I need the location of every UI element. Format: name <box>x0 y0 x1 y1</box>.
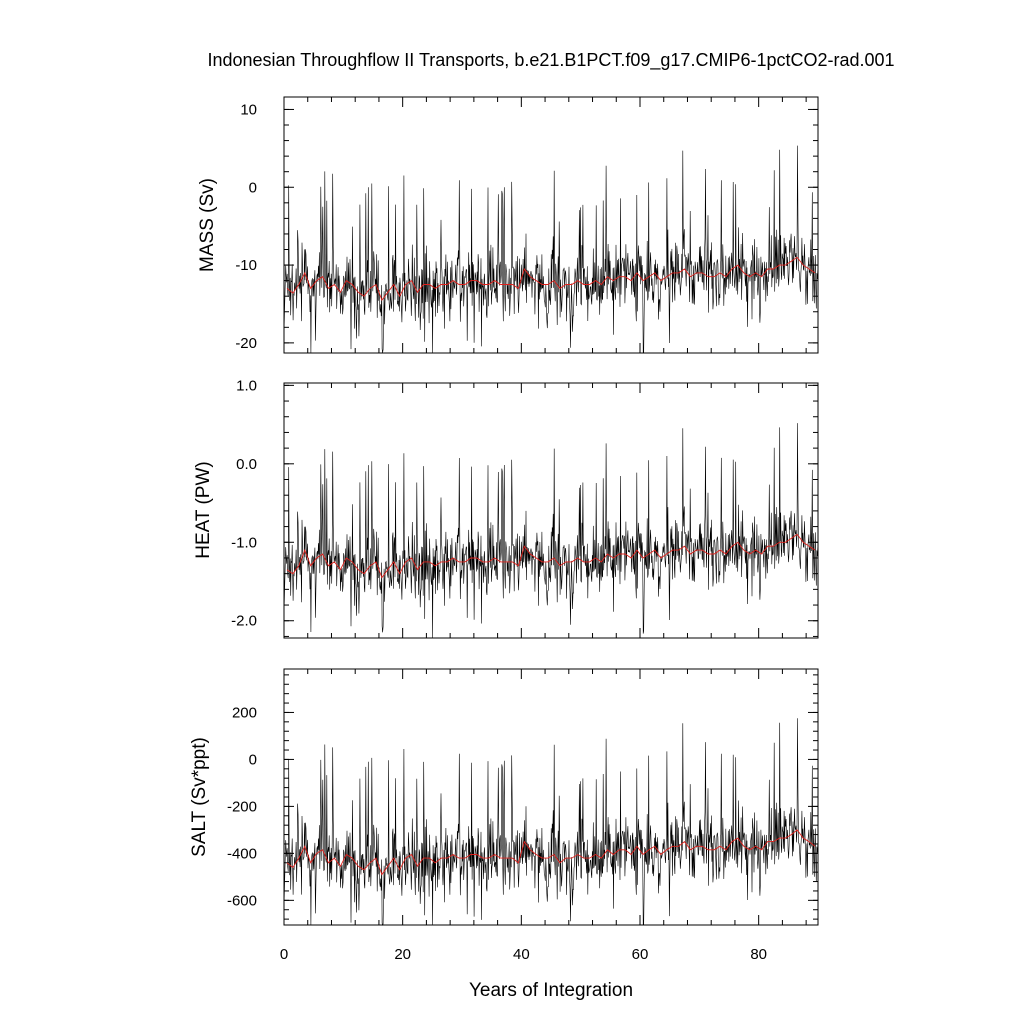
heat-plot-frame <box>283 382 819 639</box>
mass-plot-frame <box>283 96 819 354</box>
salt-plot-frame <box>283 668 819 926</box>
x-tick-label: 80 <box>750 946 767 963</box>
salt-ytick-label: -200 <box>227 798 257 815</box>
heat-ytick-label: -2.0 <box>231 613 257 630</box>
mass-panel: MASS (Sv) 10 0 -10 -20 <box>197 96 819 354</box>
x-tick-label: 60 <box>632 946 649 963</box>
heat-monthly-series <box>283 423 819 638</box>
heat-annual-mean-series <box>286 533 816 579</box>
heat-ytick-label: 1.0 <box>236 377 257 394</box>
x-axis-ticks: 0 20 40 60 80 <box>280 946 767 963</box>
salt-annual-mean-series <box>286 829 816 876</box>
mass-ytick-label: 0 <box>249 179 257 196</box>
mass-axis-label: MASS (Sv) <box>197 178 218 272</box>
salt-ytick-label: 0 <box>249 751 257 768</box>
heat-axis-label: HEAT (PW) <box>193 461 214 558</box>
heat-panel: HEAT (PW) 1.0 0.0 -1.0 -2.0 <box>193 377 819 639</box>
salt-panel: SALT (Sv*ppt) 200 0 -200 -400 -600 <box>189 668 819 926</box>
salt-ytick-label: -600 <box>227 892 257 909</box>
mass-annual-mean-series <box>286 256 816 302</box>
x-tick-label: 20 <box>394 946 411 963</box>
mass-monthly-series <box>283 145 819 354</box>
salt-axis-label: SALT (Sv*ppt) <box>189 737 210 857</box>
x-axis-label: Years of Integration <box>469 980 633 1001</box>
heat-ytick-label: -1.0 <box>231 534 257 551</box>
x-tick-label: 40 <box>513 946 530 963</box>
salt-ytick-label: -400 <box>227 845 257 862</box>
mass-ytick-label: -20 <box>235 335 257 352</box>
heat-ytick-label: 0.0 <box>236 456 257 473</box>
x-tick-label: 0 <box>280 946 288 963</box>
salt-monthly-series <box>283 718 819 926</box>
salt-ytick-label: 200 <box>232 704 257 721</box>
chart-title: Indonesian Throughflow II Transports, b.… <box>207 50 894 71</box>
mass-ytick-label: 10 <box>240 101 257 118</box>
mass-ytick-label: -10 <box>235 257 257 274</box>
